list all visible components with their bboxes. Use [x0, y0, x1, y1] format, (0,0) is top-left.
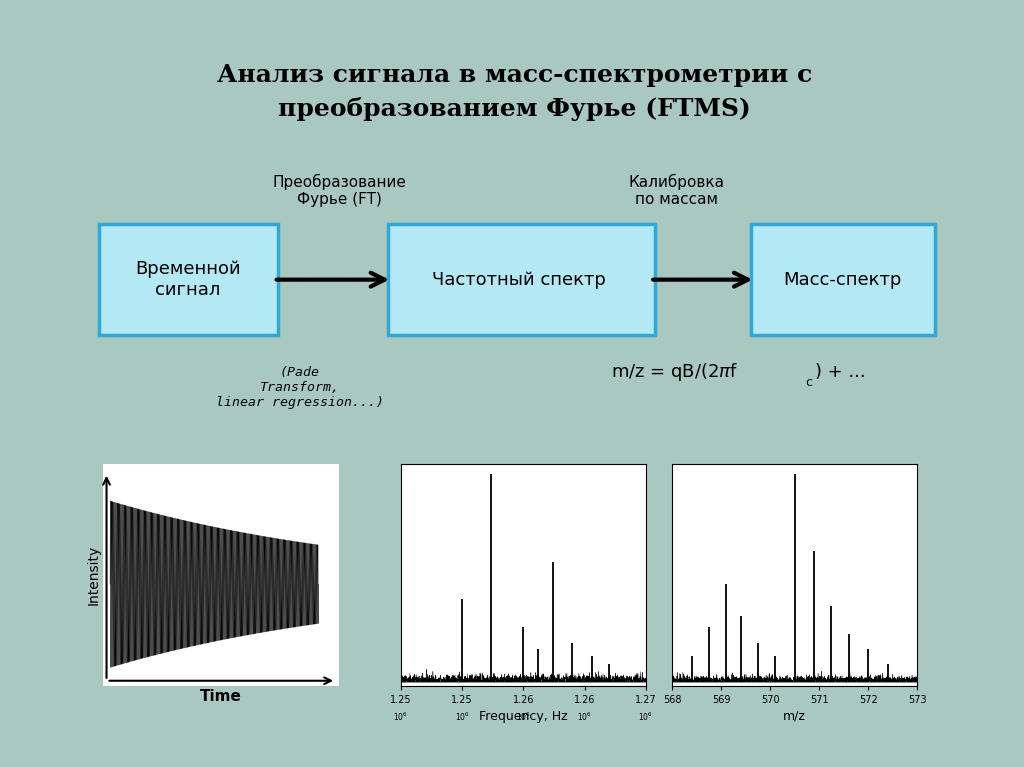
Text: Анализ сигнала в масс-спектрометрии с: Анализ сигнала в масс-спектрометрии с [217, 64, 812, 87]
Text: c: c [805, 376, 812, 389]
Text: ) + ...: ) + ... [815, 364, 865, 381]
FancyBboxPatch shape [751, 224, 935, 335]
X-axis label: m/z: m/z [783, 709, 806, 723]
Text: m/z = qB/(2$\pi$f: m/z = qB/(2$\pi$f [611, 361, 738, 384]
Text: Калибровка
по массам: Калибровка по массам [629, 173, 725, 207]
Text: Частотный спектр: Частотный спектр [432, 271, 606, 288]
Text: (Pade
Transform,
linear regression...): (Pade Transform, linear regression...) [216, 366, 384, 409]
X-axis label: Time: Time [201, 689, 243, 704]
Text: Временной
сигнал: Временной сигнал [135, 260, 241, 299]
Y-axis label: Intensity: Intensity [86, 545, 100, 605]
Text: Преобразование
Фурье (FT): Преобразование Фурье (FT) [272, 173, 407, 207]
Text: $10^6$: $10^6$ [578, 710, 592, 723]
Text: $10^6$: $10^6$ [393, 710, 409, 723]
FancyBboxPatch shape [98, 224, 279, 335]
Text: Масс-спектр: Масс-спектр [783, 271, 902, 288]
X-axis label: Frequency, Hz: Frequency, Hz [479, 709, 567, 723]
FancyBboxPatch shape [388, 224, 654, 335]
Text: $10^6$: $10^6$ [638, 710, 653, 723]
Text: $10^6$: $10^6$ [516, 710, 530, 723]
Text: $10^6$: $10^6$ [455, 710, 469, 723]
Text: преобразованием Фурье (FTMS): преобразованием Фурье (FTMS) [279, 97, 751, 121]
